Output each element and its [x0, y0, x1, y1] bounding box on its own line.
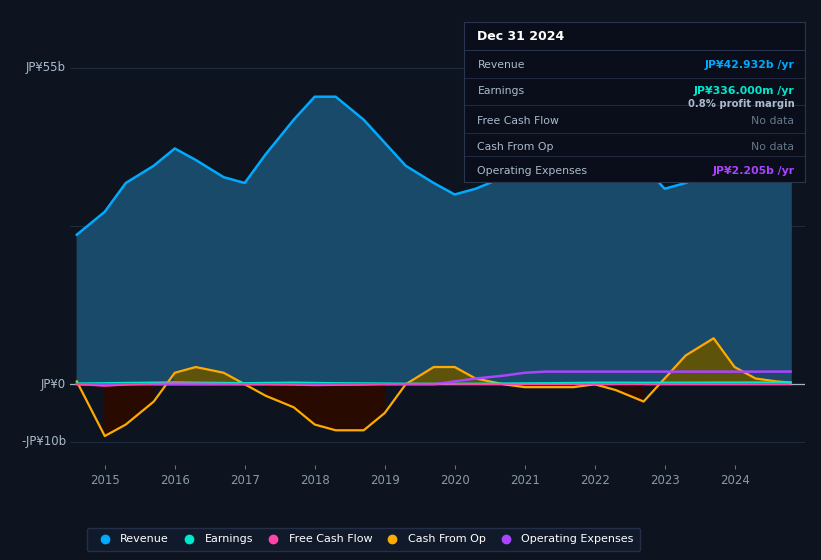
Text: No data: No data	[751, 142, 795, 152]
Text: JP¥42.932b /yr: JP¥42.932b /yr	[704, 60, 795, 71]
Text: Free Cash Flow: Free Cash Flow	[478, 116, 559, 127]
Text: Cash From Op: Cash From Op	[478, 142, 554, 152]
Text: JP¥0: JP¥0	[41, 378, 67, 391]
Legend: Revenue, Earnings, Free Cash Flow, Cash From Op, Operating Expenses: Revenue, Earnings, Free Cash Flow, Cash …	[87, 528, 640, 551]
Text: No data: No data	[751, 116, 795, 127]
Text: JP¥336.000m /yr: JP¥336.000m /yr	[694, 86, 795, 96]
Text: Operating Expenses: Operating Expenses	[478, 166, 588, 176]
Text: -JP¥10b: -JP¥10b	[21, 435, 67, 449]
Text: Dec 31 2024: Dec 31 2024	[478, 30, 565, 43]
Text: Earnings: Earnings	[478, 86, 525, 96]
Text: Revenue: Revenue	[478, 60, 525, 71]
Text: JP¥55b: JP¥55b	[26, 62, 67, 74]
Text: 0.8% profit margin: 0.8% profit margin	[688, 99, 795, 109]
Text: JP¥2.205b /yr: JP¥2.205b /yr	[713, 166, 795, 176]
